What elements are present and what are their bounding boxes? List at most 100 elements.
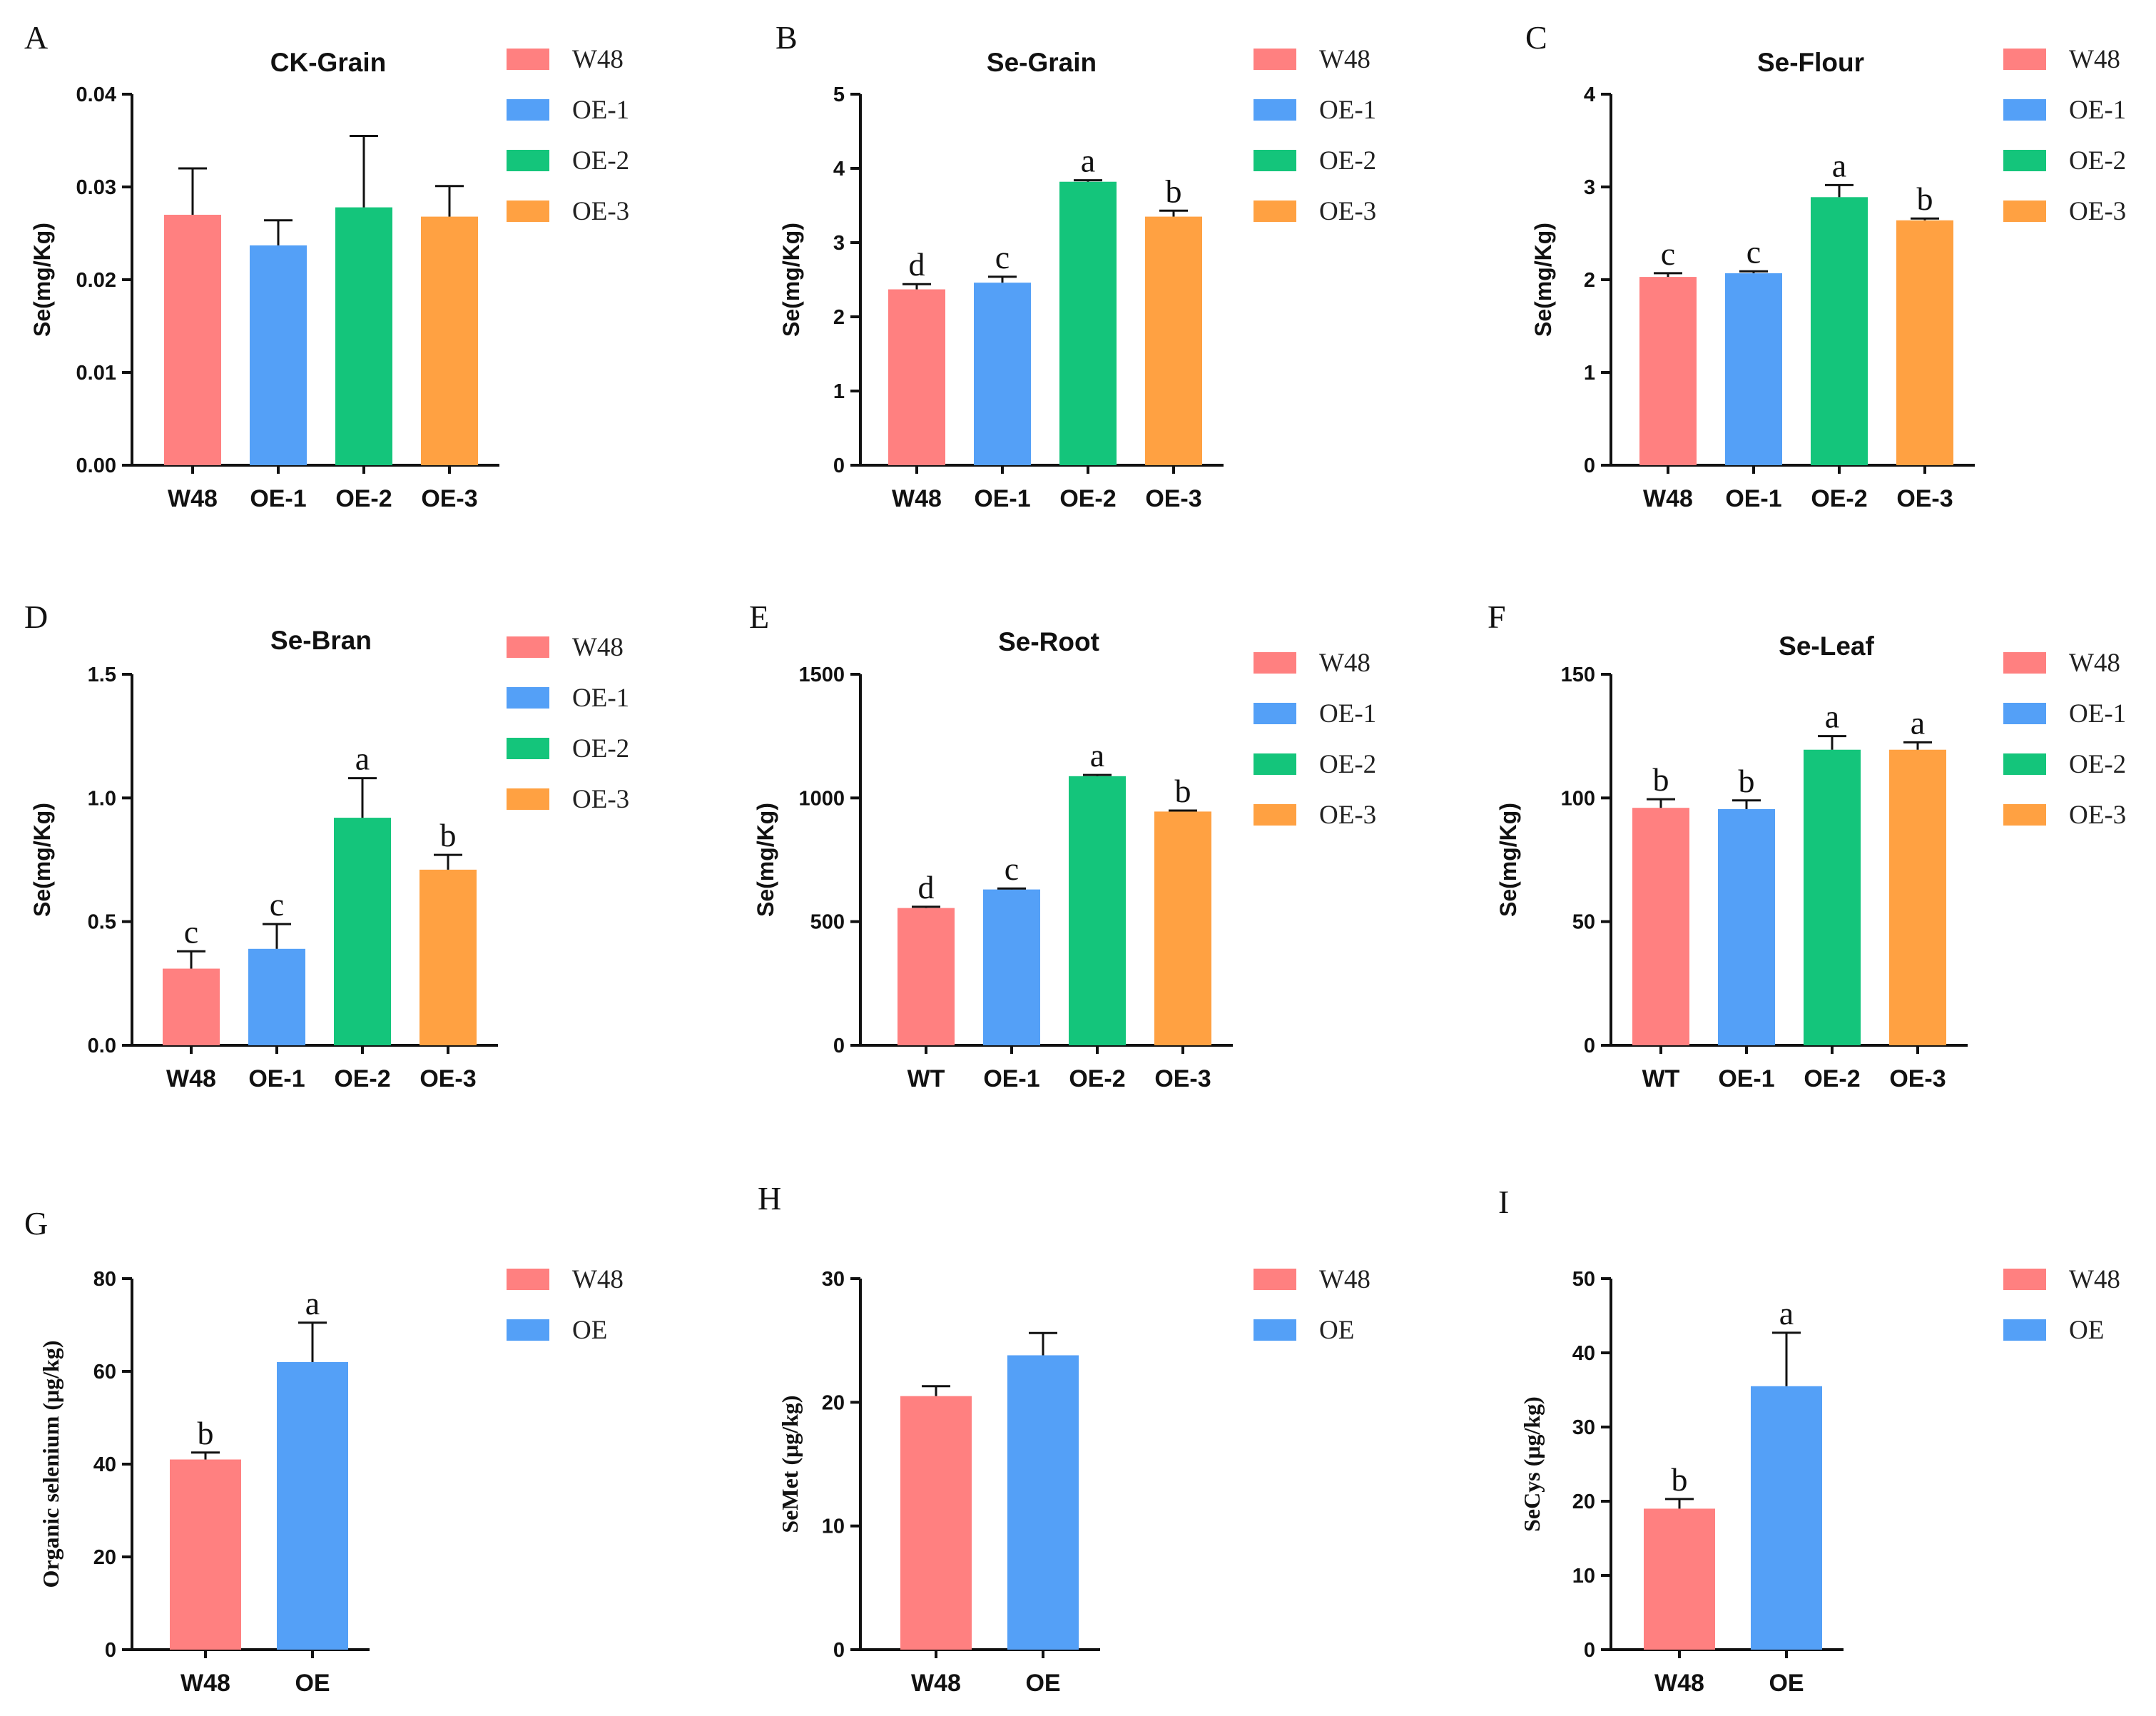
significance-letter: a bbox=[355, 741, 370, 777]
y-tick-label: 5 bbox=[833, 83, 845, 106]
significance-letter: b bbox=[1739, 763, 1755, 799]
significance-letter: d bbox=[909, 246, 925, 283]
legend-swatch-oe-3 bbox=[507, 788, 549, 810]
x-tick-label: W48 bbox=[180, 1670, 230, 1697]
legend-label: W48 bbox=[572, 633, 624, 662]
significance-letter: a bbox=[1911, 704, 1925, 741]
legend-swatch-oe bbox=[2003, 1319, 2046, 1341]
x-tick-label: OE bbox=[295, 1670, 330, 1697]
x-tick-label: WT bbox=[1642, 1065, 1680, 1092]
y-tick-label: 2 bbox=[1584, 269, 1595, 292]
legend-label: OE-3 bbox=[572, 785, 629, 814]
y-axis-label: Se(mg/Kg) bbox=[29, 223, 55, 337]
legend-label: OE bbox=[1319, 1316, 1354, 1345]
legend: W48 OE bbox=[1254, 1265, 1371, 1345]
legend-label: OE-3 bbox=[1319, 801, 1376, 830]
x-tick-label: OE-2 bbox=[1811, 485, 1867, 512]
legend-swatch-oe bbox=[1254, 1319, 1296, 1341]
significance-letter: c bbox=[1005, 851, 1019, 887]
significance-letter: c bbox=[270, 886, 284, 923]
legend-label: W48 bbox=[1319, 649, 1371, 678]
legend-swatch-oe bbox=[507, 1319, 549, 1341]
y-tick-label: 10 bbox=[1572, 1565, 1595, 1588]
y-tick-label: 0.04 bbox=[76, 83, 116, 106]
panel-letter: D bbox=[24, 599, 48, 635]
panel-g: G Organic selenium (μg/kg) 0 20 40 60 80 b W48 a O… bbox=[24, 1205, 624, 1697]
bar-oe-1 bbox=[1725, 273, 1782, 465]
y-tick-label: 20 bbox=[93, 1546, 116, 1569]
legend-swatch-oe-1 bbox=[2003, 99, 2046, 121]
x-tick-label: W48 bbox=[892, 485, 942, 512]
bar-w48 bbox=[1644, 1508, 1715, 1650]
x-tick-label: OE-2 bbox=[1069, 1065, 1125, 1092]
panel-d: D Se-Bran Se(mg/Kg) 0.0 0.5 1.0 1.5 c W48 c OE-1 a O… bbox=[24, 599, 629, 1092]
legend-swatch-w48 bbox=[1254, 49, 1296, 70]
chart-title: Se-Leaf bbox=[1779, 631, 1874, 661]
legend-swatch-w48 bbox=[1254, 1269, 1296, 1290]
legend-swatch-oe-1 bbox=[1254, 99, 1296, 121]
bar-oe bbox=[277, 1362, 348, 1650]
panel-letter: A bbox=[24, 19, 48, 56]
legend-swatch-oe-3 bbox=[1254, 804, 1296, 826]
x-tick-label: OE-2 bbox=[1804, 1065, 1860, 1092]
y-tick-label: 0.03 bbox=[76, 176, 116, 199]
bar-oe bbox=[1751, 1386, 1822, 1650]
legend-swatch-w48 bbox=[2003, 1269, 2046, 1290]
significance-letter: a bbox=[1825, 699, 1839, 735]
y-tick-label: 30 bbox=[1572, 1416, 1595, 1439]
legend-swatch-oe-1 bbox=[507, 99, 549, 121]
legend-swatch-oe-3 bbox=[1254, 200, 1296, 222]
y-tick-label: 1000 bbox=[798, 787, 845, 810]
bar-oe-3 bbox=[1145, 216, 1202, 465]
y-tick-label: 1500 bbox=[798, 664, 845, 686]
y-tick-label: 0 bbox=[1584, 1035, 1595, 1057]
y-tick-label: 1 bbox=[1584, 362, 1595, 385]
significance-letter: b bbox=[1653, 761, 1669, 798]
y-tick-label: 0 bbox=[833, 1035, 845, 1057]
x-tick-label: OE-1 bbox=[248, 1065, 305, 1092]
significance-letter: b bbox=[1166, 173, 1182, 209]
significance-letter: c bbox=[1661, 235, 1675, 272]
legend-label: OE-2 bbox=[1319, 146, 1376, 176]
y-tick-label: 1.5 bbox=[88, 664, 116, 686]
bar-wt bbox=[1632, 808, 1689, 1045]
y-tick-label: 20 bbox=[1572, 1491, 1595, 1513]
x-tick-label: W48 bbox=[1643, 485, 1693, 512]
panel-c: C Se-Flour Se(mg/Kg) 0 1 2 3 4 c W48 c OE-1 a OE-2 b OE… bbox=[1525, 19, 2126, 512]
y-tick-label: 20 bbox=[822, 1391, 845, 1414]
legend-label: OE bbox=[2069, 1316, 2104, 1345]
y-tick-label: 2 bbox=[833, 306, 845, 329]
bar-oe-1 bbox=[1718, 808, 1775, 1045]
legend-swatch-oe-2 bbox=[507, 150, 549, 171]
bar-oe-1 bbox=[248, 948, 305, 1045]
y-tick-label: 80 bbox=[93, 1268, 116, 1291]
x-tick-label: OE-3 bbox=[1896, 485, 1953, 512]
chart-title: Se-Bran bbox=[270, 626, 372, 655]
x-tick-label: OE-3 bbox=[421, 485, 477, 512]
bar-oe-3 bbox=[1889, 749, 1946, 1045]
y-tick-label: 30 bbox=[822, 1268, 845, 1291]
bar-w48 bbox=[164, 215, 221, 465]
y-tick-label: 0.5 bbox=[88, 911, 116, 934]
legend-label: OE-1 bbox=[1319, 96, 1376, 125]
x-tick-label: W48 bbox=[1654, 1670, 1704, 1697]
legend-label: OE-2 bbox=[2069, 750, 2126, 779]
legend-swatch-oe-1 bbox=[1254, 703, 1296, 724]
x-tick-label: OE bbox=[1025, 1670, 1060, 1697]
x-tick-label: OE-1 bbox=[1718, 1065, 1774, 1092]
panel-letter: I bbox=[1498, 1184, 1509, 1220]
legend-label: W48 bbox=[572, 45, 624, 74]
panel-letter: E bbox=[749, 599, 769, 635]
bar-w48 bbox=[888, 289, 945, 465]
x-tick-label: OE-2 bbox=[335, 485, 392, 512]
legend-label: OE-2 bbox=[1319, 750, 1376, 779]
y-axis-label: Se(mg/Kg) bbox=[753, 803, 778, 917]
legend: W48 OE-1 OE-2 OE-3 bbox=[2003, 649, 2126, 830]
bar-oe-3 bbox=[1896, 220, 1953, 465]
legend-swatch-w48 bbox=[2003, 652, 2046, 674]
significance-letter: b bbox=[198, 1415, 214, 1451]
significance-letter: a bbox=[1090, 737, 1104, 773]
x-tick-label: OE-2 bbox=[334, 1065, 390, 1092]
significance-letter: d bbox=[918, 869, 935, 905]
